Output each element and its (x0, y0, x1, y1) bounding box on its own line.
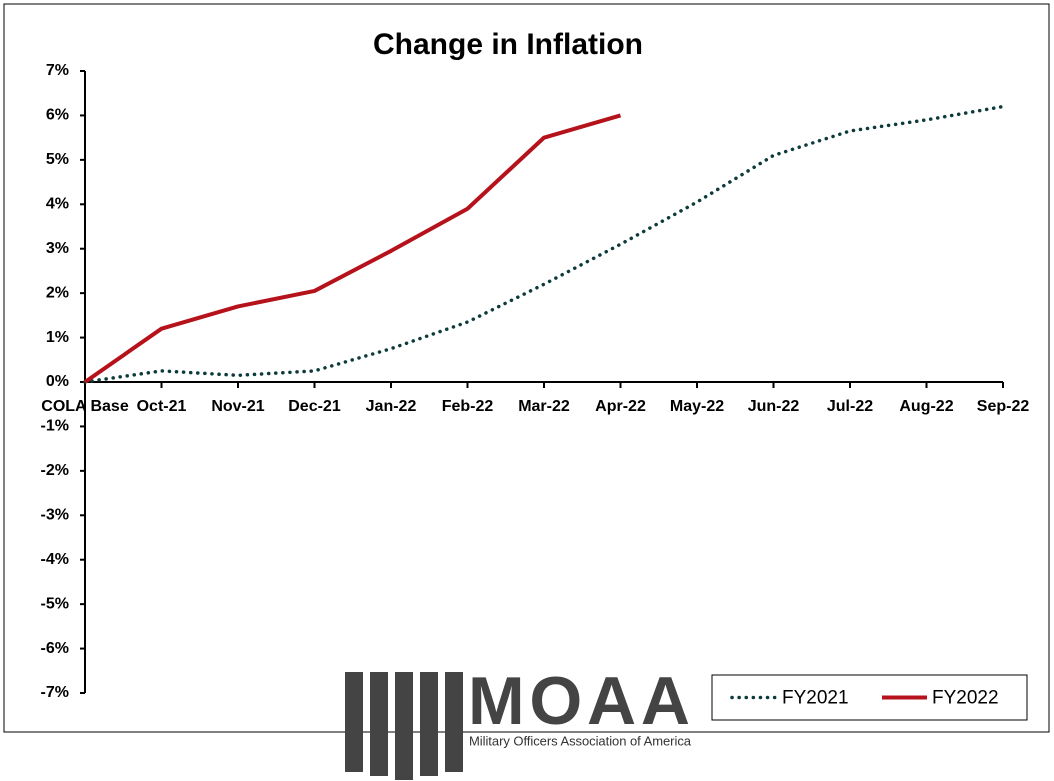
logo-tagline: Military Officers Association of America (469, 733, 692, 748)
x-tick-label: Oct-21 (137, 398, 187, 415)
y-tick-label: 6% (46, 107, 69, 124)
series-line (83, 104, 1005, 384)
logo-bar (345, 672, 363, 772)
legend (711, 674, 1028, 721)
logo-bar (445, 672, 463, 772)
logo-bar (370, 672, 388, 776)
x-tick-label: Aug-22 (899, 398, 953, 415)
y-tick-label: 1% (46, 329, 69, 346)
legend-label: FY2021 (782, 688, 849, 709)
y-tick-label: 0% (46, 373, 69, 390)
y-tick-label: 2% (46, 284, 69, 301)
x-tick-label: Feb-22 (442, 398, 494, 415)
y-tick-label: -7% (41, 684, 69, 701)
y-tick-label: -6% (41, 640, 69, 657)
x-tick-label: Mar-22 (518, 398, 570, 415)
logo-bar (395, 672, 413, 780)
x-tick-label: Jan-22 (366, 398, 417, 415)
x-tick-label: May-22 (670, 398, 724, 415)
x-tick-label: COLA Base (41, 398, 129, 415)
y-tick-label: -1% (41, 418, 69, 435)
logo-name: MOAA (468, 663, 690, 739)
series-line (83, 113, 622, 384)
y-tick-label: -4% (41, 551, 69, 568)
y-tick-label: 3% (46, 240, 69, 257)
y-tick-label: -5% (41, 595, 69, 612)
chart-frame (3, 3, 1050, 733)
x-tick-label: Jun-22 (748, 398, 800, 415)
legend-label: FY2022 (932, 688, 999, 709)
logo-bar (420, 672, 438, 776)
x-tick-label: Nov-21 (211, 398, 264, 415)
y-tick-label: 7% (46, 62, 69, 79)
x-tick-label: Dec-21 (288, 398, 341, 415)
y-tick-label: 4% (46, 196, 69, 213)
x-tick-label: Jul-22 (827, 398, 873, 415)
y-tick-label: 5% (46, 151, 69, 168)
logo: MOAA Military Officers Association of Am… (345, 663, 692, 780)
y-tick-label: -3% (41, 507, 69, 524)
x-tick-label: Sep-22 (977, 398, 1030, 415)
y-tick-label: -2% (41, 462, 69, 479)
chart-title: Change in Inflation (373, 28, 643, 61)
x-tick-label: Apr-22 (595, 398, 646, 415)
